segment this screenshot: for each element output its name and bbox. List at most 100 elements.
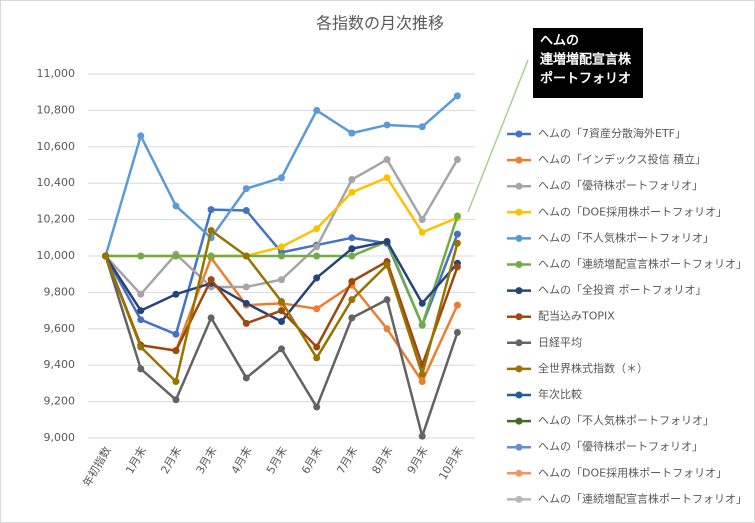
data-point [172,330,180,338]
data-point [242,319,250,327]
annotation-pointer [467,59,529,213]
data-point [278,307,285,315]
data-point [313,106,321,114]
data-point [383,261,391,269]
legend-marker [515,417,523,425]
data-point [313,305,321,313]
legend-label: ヘムの「DOE採用株ポートフォリオ」 [538,204,727,218]
data-point [418,216,426,224]
data-point [102,252,110,260]
annotation-line: ポートフォリオ [540,71,631,87]
legend-marker [515,313,523,321]
data-point [278,174,285,182]
legend-label: ヘムの「優待株ポートフォリオ」 [538,439,703,453]
data-point [383,325,391,333]
data-point [348,314,356,322]
data-point [348,245,356,253]
data-point [348,129,356,137]
data-point [348,296,356,304]
legend-marker [515,495,523,503]
annotation-box [533,28,643,98]
y-tick-label: 9,400 [44,358,76,371]
data-point [137,252,145,260]
data-point [348,188,356,196]
data-point [137,365,145,373]
data-point [172,347,180,355]
legend-label: ヘムの「優待株ポートフォリオ」 [538,178,703,192]
legend-marker [515,182,523,190]
data-point [278,298,285,305]
data-point [278,252,285,260]
data-point [172,396,180,404]
y-tick-label: 9,200 [44,395,76,408]
data-point [453,301,461,309]
data-point [313,343,321,351]
data-point [453,156,461,164]
data-point [383,174,391,182]
data-point [418,228,426,236]
y-tick-label: 9,000 [44,431,76,444]
data-point [172,378,180,386]
legend-marker [515,208,523,216]
data-point [137,316,145,324]
data-point [453,328,461,336]
data-point [207,227,215,235]
data-point [453,263,461,271]
data-point [348,176,356,184]
data-point [453,239,461,247]
data-point [242,283,250,291]
legend-marker [515,443,523,451]
data-point [242,252,250,260]
data-point [313,225,321,233]
legend-marker [515,130,523,138]
legend-marker [515,261,523,268]
legend-marker [515,365,523,373]
data-point [348,252,356,260]
annotation-line: 連増増配宣言株 [540,52,632,68]
legend-label: ヘムの「連続増配宣言株ポートフォリオ」 [538,491,747,505]
legend-label: 配当込みTOPIX [538,309,615,323]
data-point [453,230,461,238]
chart-title: 各指数の月次推移 [316,14,444,33]
legend-label: ヘムの「7資産分散海外ETF」 [538,126,686,140]
data-point [313,354,321,362]
data-point [207,314,215,322]
data-point [172,290,180,298]
legend-marker [515,234,523,242]
data-point [313,403,321,411]
data-point [453,212,461,220]
data-point [278,276,285,284]
data-point [278,318,285,326]
data-point [137,132,145,140]
data-point [242,185,250,193]
data-point [348,277,356,285]
legend-label: ヘムの「不人気株ポートフォリオ」 [538,230,714,244]
data-point [137,343,145,351]
data-point [418,378,426,386]
data-point [418,123,426,131]
legend-marker [515,391,523,399]
data-point [137,290,145,298]
data-point [453,92,461,100]
legend-label: ヘムの「不人気株ポートフォリオ」 [538,413,714,427]
y-tick-label: 10,800 [37,103,76,116]
data-point [383,237,391,245]
y-tick-label: 10,600 [37,140,76,153]
data-point [137,307,145,315]
legend-marker [515,339,523,347]
data-point [418,432,426,440]
legend-marker [515,156,523,164]
y-tick-label: 10,000 [37,249,76,262]
data-point [313,243,321,251]
legend-label: 日経平均 [538,336,582,349]
data-point [348,234,356,242]
data-point [242,299,250,307]
legend-label: ヘムの「DOE採用株ポートフォリオ」 [538,465,727,479]
data-point [418,299,426,307]
data-point [207,276,215,284]
data-point [383,121,391,129]
data-point [418,370,426,378]
data-point [418,321,426,329]
data-point [278,243,285,251]
